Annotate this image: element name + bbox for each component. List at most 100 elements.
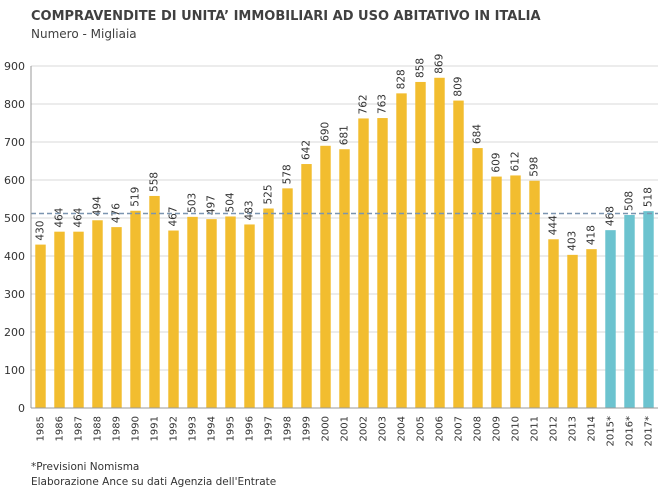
x-tick-label: 2016*	[625, 416, 636, 446]
x-tick-label: 2009	[492, 416, 503, 441]
x-tick-label: 2000	[321, 416, 332, 441]
x-tick-label: 1987	[74, 416, 85, 441]
x-tick-label: 1988	[93, 416, 104, 441]
x-tick-label: 1991	[150, 416, 161, 441]
data-label: 558	[149, 172, 161, 192]
chart-title: COMPRAVENDITE DI UNITA’ IMMOBILIARI AD U…	[31, 9, 541, 24]
data-label: 430	[35, 221, 47, 241]
bar	[624, 214, 635, 408]
data-label: 467	[168, 206, 180, 226]
x-tick-label: 2002	[359, 416, 370, 441]
data-label: 444	[548, 215, 560, 235]
bar	[282, 188, 293, 408]
x-tick-label: 1985	[36, 416, 47, 441]
x-tick-label: 1996	[245, 416, 256, 441]
bar	[92, 220, 103, 408]
bar	[358, 118, 369, 408]
bar	[472, 148, 483, 408]
x-tick-label: 2014	[587, 416, 598, 441]
bar	[54, 231, 65, 408]
x-tick-label: 1998	[283, 416, 294, 441]
x-tick-label: 1994	[207, 416, 218, 441]
data-label: 578	[282, 164, 294, 184]
bar	[225, 216, 236, 408]
data-label: 476	[111, 203, 123, 223]
forecast-note: *Previsioni Nomisma	[31, 461, 140, 473]
data-label: 598	[529, 157, 541, 177]
bar	[434, 77, 445, 408]
bar	[320, 145, 331, 409]
x-tick-label: 1995	[226, 416, 237, 441]
y-tick-label: 700	[4, 136, 25, 149]
y-tick-label: 300	[4, 288, 25, 301]
data-label: 403	[567, 231, 579, 251]
data-label: 468	[605, 206, 617, 226]
chart-subtitle: Numero - Migliaia	[31, 27, 137, 41]
bar	[130, 210, 141, 408]
bar	[73, 231, 84, 408]
bar	[149, 195, 160, 408]
x-tick-label: 2008	[473, 416, 484, 441]
x-tick-label: 2010	[511, 416, 522, 441]
x-tick-label: 2001	[340, 416, 351, 441]
bar	[415, 81, 426, 409]
data-label: 642	[301, 140, 313, 160]
bar	[244, 224, 255, 408]
bar	[586, 249, 597, 408]
y-tick-label: 400	[4, 250, 25, 263]
bar	[206, 219, 217, 408]
bar	[35, 244, 46, 408]
bar	[510, 175, 521, 408]
data-label: 525	[263, 184, 275, 204]
data-label: 519	[130, 187, 142, 207]
data-label: 497	[206, 195, 218, 215]
bar	[396, 93, 407, 409]
data-label: 869	[434, 54, 446, 74]
data-label: 684	[472, 124, 484, 144]
x-tick-label: 1999	[302, 416, 313, 441]
y-tick-label: 100	[4, 364, 25, 377]
bar	[263, 208, 274, 408]
x-tick-label: 1986	[55, 416, 66, 441]
bar	[339, 149, 350, 408]
bar	[529, 180, 540, 408]
data-label: 681	[339, 125, 351, 145]
bar	[168, 230, 179, 408]
y-tick-label: 600	[4, 174, 25, 187]
data-label: 809	[453, 77, 465, 97]
data-label: 858	[415, 58, 427, 78]
bar	[643, 211, 654, 408]
data-label: 690	[320, 122, 332, 142]
y-tick-label: 200	[4, 326, 25, 339]
bar	[567, 254, 578, 408]
data-label: 503	[187, 193, 199, 213]
data-label: 518	[643, 187, 655, 207]
bar	[491, 176, 502, 408]
bar	[453, 100, 464, 408]
bar	[377, 118, 388, 408]
data-label: 609	[491, 153, 503, 173]
data-label: 612	[510, 151, 522, 171]
x-tick-label: 2013	[568, 416, 579, 441]
bar	[548, 239, 559, 408]
x-tick-label: 2015*	[606, 416, 617, 446]
x-tick-label: 1992	[169, 416, 180, 441]
data-label: 464	[73, 207, 85, 227]
y-tick-label: 800	[4, 98, 25, 111]
y-tick-label: 0	[18, 402, 25, 415]
bar	[187, 216, 198, 408]
bar	[111, 227, 122, 408]
y-tick-label: 500	[4, 212, 25, 225]
bar	[301, 164, 312, 408]
x-tick-label: 1997	[264, 416, 275, 441]
data-label: 494	[92, 196, 104, 216]
y-tick-label: 900	[4, 60, 25, 73]
x-tick-label: 1990	[131, 416, 142, 441]
x-tick-label: 2004	[397, 416, 408, 441]
data-label: 418	[586, 225, 598, 245]
data-label: 504	[225, 192, 237, 212]
source-note: Elaborazione Ance su dati Agenzia dell'E…	[31, 476, 277, 488]
data-label: 483	[244, 200, 256, 220]
x-tick-label: 2005	[416, 416, 427, 441]
